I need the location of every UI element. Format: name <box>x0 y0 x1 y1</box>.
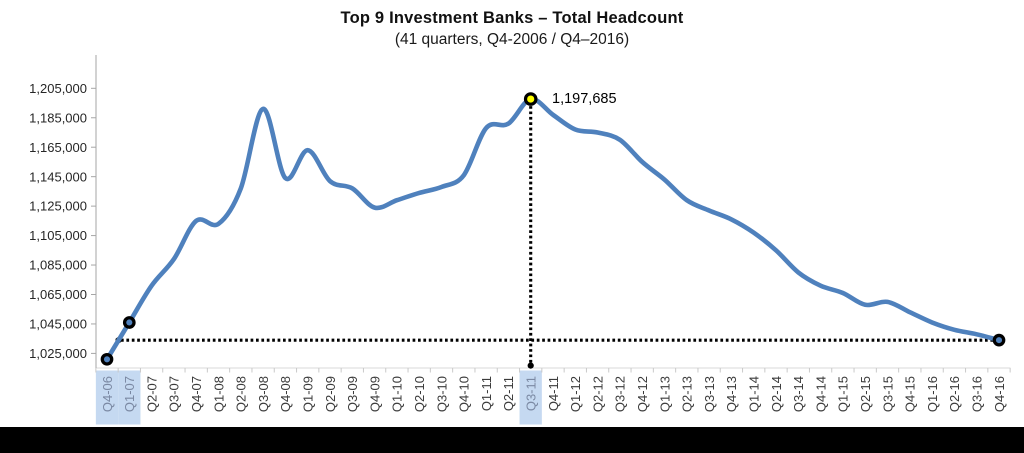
x-axis-label: Q2-08 <box>234 376 249 412</box>
chart-subtitle: (41 quarters, Q4-2006 / Q4–2016) <box>394 31 630 48</box>
x-axis-label: Q4-06 <box>100 376 115 412</box>
chart-title: Top 9 Investment Banks – Total Headcount <box>340 9 684 27</box>
x-axis-label: Q3-11 <box>524 376 539 411</box>
x-axis-label: Q1-07 <box>122 376 137 412</box>
x-axis-label: Q4-12 <box>635 376 650 412</box>
peak-value-annotation: 1,197,685 <box>552 91 617 107</box>
x-axis-label: Q4-11 <box>546 376 561 411</box>
x-axis: Q4-06 Q1-07 Q2-07 Q3-07 Q4-07 Q1-08 Q2-08 Q3-08… <box>95 367 1011 425</box>
x-axis-label: Q1-09 <box>301 376 316 412</box>
reference-lines <box>115 106 999 369</box>
x-axis-label: Q2-14 <box>769 376 784 412</box>
x-axis-label: Q1-12 <box>568 376 583 412</box>
x-axis-label: Q4-10 <box>457 376 472 412</box>
y-axis-label: 1,045,000 <box>29 317 87 332</box>
x-axis-label: Q4-13 <box>724 376 739 412</box>
x-axis-label: Q1-14 <box>747 376 762 412</box>
y-axis-label: 1,205,000 <box>29 81 87 96</box>
x-axis-label: Q4-08 <box>278 376 293 412</box>
x-axis-label: Q2-10 <box>412 376 427 412</box>
y-axis: 1,205,000 1,185,000 1,165,000 1,145,000 1,12… <box>29 55 97 368</box>
x-axis-label: Q4-07 <box>189 376 204 412</box>
x-axis-label: Q2-11 <box>501 376 516 411</box>
endpoint-marker <box>122 316 136 329</box>
x-axis-label: Q1-08 <box>211 376 226 412</box>
peak-dropline-base-dot <box>527 362 534 369</box>
x-axis-label: Q3-14 <box>791 376 806 412</box>
data-point-markers <box>100 316 1006 366</box>
x-axis-label: Q2-12 <box>590 376 605 412</box>
y-axis-label: 1,145,000 <box>29 169 87 184</box>
x-axis-label: Q2-16 <box>947 376 962 412</box>
x-axis-label: Q2-15 <box>858 376 873 412</box>
x-axis-label: Q3-10 <box>434 376 449 412</box>
y-axis-label: 1,185,000 <box>29 110 87 125</box>
y-axis-label: 1,025,000 <box>29 346 87 361</box>
endpoint-marker <box>100 352 114 366</box>
headcount-series-line <box>104 96 1002 362</box>
y-axis-label: 1,105,000 <box>29 228 87 243</box>
x-axis-label: Q3-08 <box>256 376 271 412</box>
x-axis-label: Q1-16 <box>925 376 940 412</box>
x-axis-label: Q4-15 <box>903 376 918 412</box>
endpoint-marker <box>992 333 1006 347</box>
y-axis-label: 1,125,000 <box>29 199 87 214</box>
x-axis-label: Q2-13 <box>680 376 695 412</box>
x-axis-label: Q1-13 <box>657 376 672 412</box>
x-axis-label: Q4-09 <box>367 376 382 412</box>
x-axis-label: Q3-12 <box>613 376 628 412</box>
x-axis-label: Q3-09 <box>345 376 360 412</box>
x-axis-label: Q3-15 <box>880 376 895 412</box>
x-axis-label: Q1-10 <box>390 376 405 412</box>
letterbox-bar <box>0 427 1024 453</box>
x-axis-label: Q2-09 <box>323 376 338 412</box>
y-axis-label: 1,085,000 <box>29 258 87 273</box>
y-axis-label: 1,065,000 <box>29 287 87 302</box>
y-axis-label: 1,165,000 <box>29 140 87 155</box>
x-axis-label: Q1-11 <box>479 376 494 411</box>
x-label-highlight <box>519 370 542 425</box>
x-label-highlight <box>118 370 141 425</box>
peak-marker <box>523 92 538 106</box>
x-axis-label: Q3-07 <box>167 376 182 412</box>
x-axis-label: Q2-07 <box>144 376 159 412</box>
x-axis-label: Q4-16 <box>992 376 1007 412</box>
x-label-highlight <box>95 370 119 425</box>
x-axis-label: Q3-13 <box>702 376 717 412</box>
x-axis-label: Q4-14 <box>813 376 828 412</box>
x-axis-label: Q3-16 <box>970 376 985 412</box>
x-axis-label: Q1-15 <box>836 376 851 412</box>
